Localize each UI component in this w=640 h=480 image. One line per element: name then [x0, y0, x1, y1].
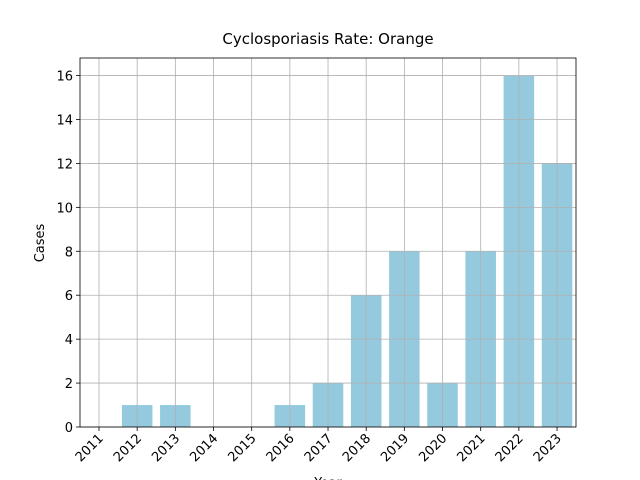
y-tick-label: 6 [65, 289, 73, 304]
x-tick-label: 2019 [378, 431, 412, 465]
x-tick-label: 2013 [149, 431, 183, 465]
chart-title: Cyclosporiasis Rate: Orange [222, 30, 433, 48]
x-tick-label: 2022 [493, 431, 527, 465]
y-tick-label: 14 [56, 114, 73, 129]
x-tick-label: 2014 [187, 431, 221, 465]
y-tick-label: 0 [65, 421, 73, 436]
x-tick-label: 2015 [226, 431, 260, 465]
x-tick-label: 2012 [111, 431, 145, 465]
plot-frame [79, 57, 577, 428]
y-tick-label: 8 [65, 245, 73, 260]
x-tick-label: 2017 [302, 431, 336, 465]
x-tick-label: 2020 [416, 431, 450, 465]
x-axis-label: Year [313, 476, 342, 480]
y-tick-label: 16 [56, 70, 73, 85]
x-tick-label: 2018 [340, 431, 374, 465]
y-axis-label: Cases [33, 223, 48, 262]
x-tick-label: 2023 [531, 431, 565, 465]
x-tick-label: 2011 [73, 431, 107, 465]
x-tick-label: 2021 [455, 431, 489, 465]
y-tick-label: 4 [65, 333, 73, 348]
y-tick-label: 2 [65, 377, 73, 392]
y-tick-label: 10 [56, 201, 73, 216]
y-tick-label: 12 [56, 157, 73, 172]
x-tick-label: 2016 [264, 431, 298, 465]
